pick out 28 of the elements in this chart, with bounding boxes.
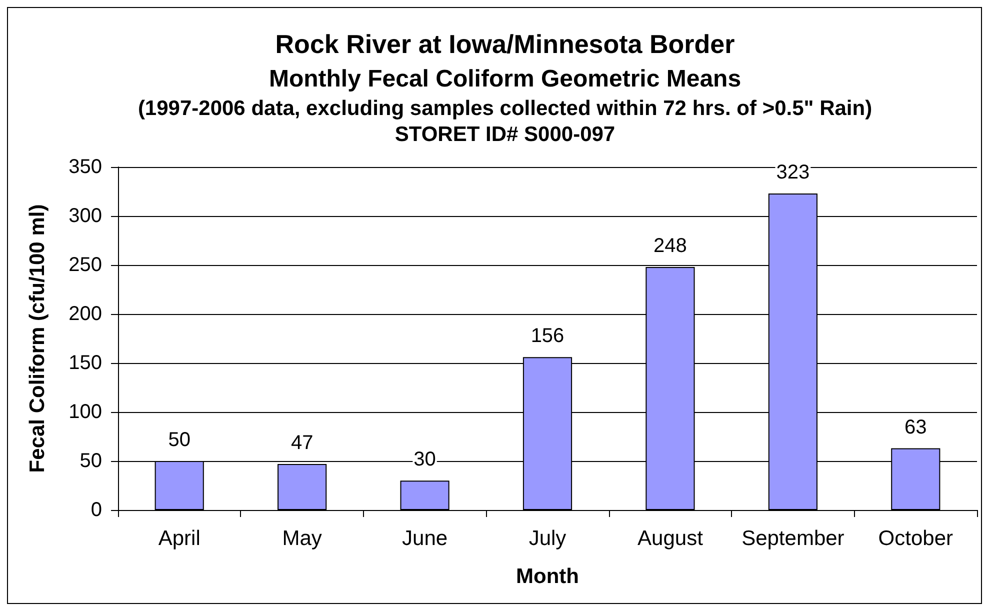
data-label: 63 bbox=[904, 416, 927, 438]
x-tick-label: June bbox=[402, 527, 448, 550]
x-tick-label: July bbox=[528, 527, 567, 550]
y-tick-label: 150 bbox=[68, 352, 102, 374]
y-axis-title: Fecal Coliform (cfu/100 ml) bbox=[26, 204, 49, 473]
x-tick-label: August bbox=[638, 527, 704, 550]
data-label: 30 bbox=[414, 448, 436, 471]
chart-title: Rock River at Iowa/Minnesota Border bbox=[275, 29, 735, 59]
data-label: 50 bbox=[168, 429, 190, 451]
data-label: 323 bbox=[776, 161, 810, 184]
x-tick-label: April bbox=[158, 527, 200, 550]
x-tick-label: May bbox=[282, 527, 322, 550]
bar bbox=[278, 464, 327, 510]
y-tick-label: 350 bbox=[68, 156, 102, 178]
y-tick-label: 200 bbox=[68, 303, 102, 325]
bar bbox=[400, 480, 450, 510]
x-tick-label: October bbox=[878, 527, 953, 550]
x-axis-title: Month bbox=[516, 565, 579, 588]
y-tick-label: 50 bbox=[80, 450, 102, 472]
y-tick-label: 300 bbox=[68, 205, 102, 227]
data-label: 47 bbox=[290, 432, 314, 454]
y-tick-label: 100 bbox=[68, 401, 102, 423]
y-tick-label: 0 bbox=[90, 499, 102, 521]
chart-subtitle: Monthly Fecal Coliform Geometric Means (1997-2006 data, excluding samples collected within 72 hrs. of >0.5" Rain) STORET ID# S000-097 bbox=[138, 66, 872, 146]
data-label: 156 bbox=[530, 325, 564, 348]
data-label: 248 bbox=[654, 234, 687, 257]
x-tick-label: September bbox=[742, 527, 844, 550]
y-tick-label: 250 bbox=[68, 254, 102, 276]
